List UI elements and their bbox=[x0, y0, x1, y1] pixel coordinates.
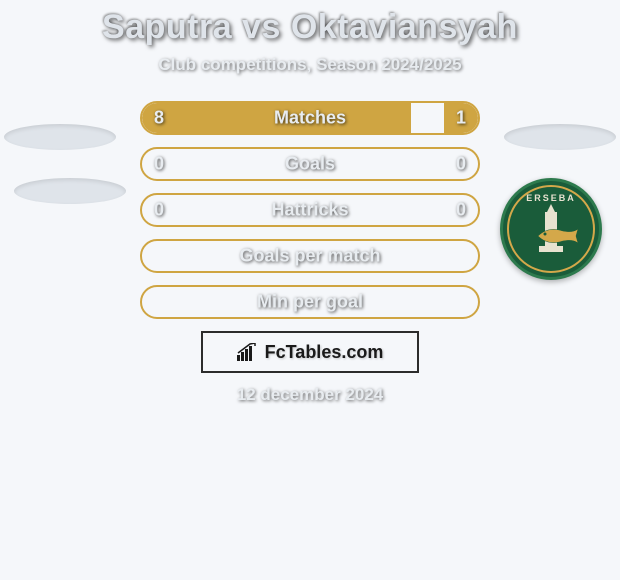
stat-value-left: 0 bbox=[154, 154, 164, 175]
brand-text: FcTables.com bbox=[265, 342, 384, 363]
stat-label: Min per goal bbox=[257, 292, 363, 313]
player-left-photo-placeholder-2 bbox=[14, 178, 126, 204]
stat-label: Hattricks bbox=[271, 200, 348, 221]
stat-row: Min per goal bbox=[140, 285, 480, 319]
stat-label: Goals bbox=[285, 154, 335, 175]
comparison-card: Saputra vs Oktaviansyah Club competition… bbox=[0, 0, 620, 405]
club-badge-text: ERSEBA bbox=[526, 193, 576, 203]
stat-label: Goals per match bbox=[239, 246, 380, 267]
page-title: Saputra vs Oktaviansyah bbox=[0, 8, 620, 47]
stat-value-right: 1 bbox=[456, 108, 466, 129]
stat-row: 0 0 Goals bbox=[140, 147, 480, 181]
date-text: 12 december 2024 bbox=[0, 385, 620, 405]
club-badge: ERSEBA bbox=[500, 178, 602, 280]
subtitle: Club competitions, Season 2024/2025 bbox=[0, 55, 620, 75]
stat-row: 8 1 Matches bbox=[140, 101, 480, 135]
stat-value-right: 0 bbox=[456, 154, 466, 175]
stat-value-left: 0 bbox=[154, 200, 164, 221]
player-left-photo-placeholder-1 bbox=[4, 124, 116, 150]
stat-value-right: 0 bbox=[456, 200, 466, 221]
stat-value-left: 8 bbox=[154, 108, 164, 129]
stat-row: Goals per match bbox=[140, 239, 480, 273]
club-badge-inner: ERSEBA bbox=[507, 185, 595, 273]
stat-rows: 8 1 Matches 0 0 Goals 0 0 Hattricks Goals per mat… bbox=[140, 101, 480, 319]
club-fish-icon bbox=[533, 221, 583, 251]
stat-row: 0 0 Hattricks bbox=[140, 193, 480, 227]
stat-label: Matches bbox=[274, 108, 346, 129]
brand-box: FcTables.com bbox=[201, 331, 419, 373]
player-right-photo-placeholder bbox=[504, 124, 616, 150]
chart-icon bbox=[237, 343, 259, 361]
